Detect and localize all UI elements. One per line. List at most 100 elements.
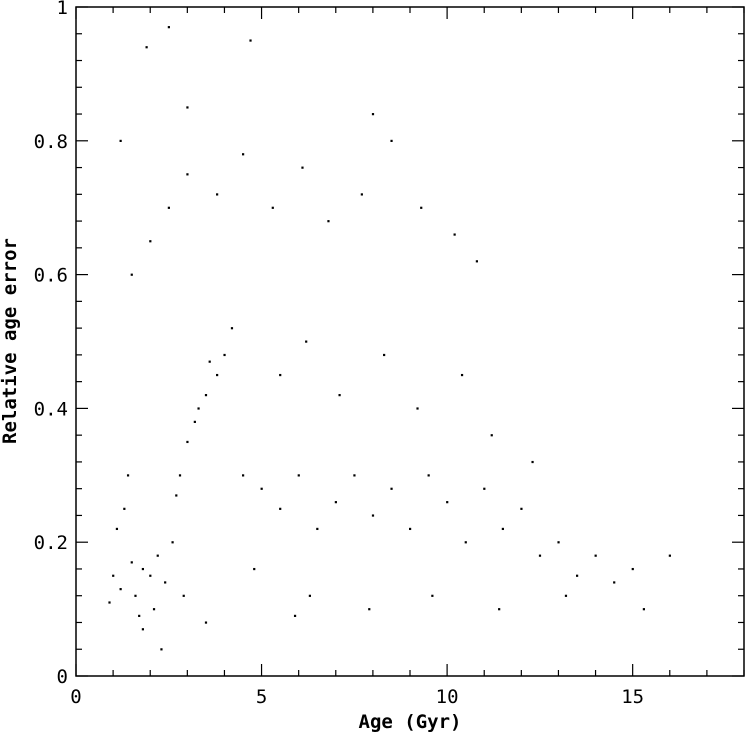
x-tick-label: 5 — [256, 686, 267, 708]
data-point — [409, 527, 412, 531]
data-point — [119, 139, 122, 142]
data-point — [383, 353, 386, 357]
x-axis-label: Age (Gyr) — [359, 711, 462, 733]
data-point — [498, 608, 501, 611]
data-point — [271, 206, 274, 209]
data-point — [152, 608, 156, 611]
data-point — [253, 567, 256, 571]
y-axis-label: Relative age error — [0, 238, 21, 444]
data-point — [175, 494, 178, 497]
data-point — [371, 113, 375, 116]
data-point — [464, 541, 467, 544]
data-point — [416, 407, 419, 410]
y-tick-label: 0.8 — [34, 131, 68, 153]
data-point — [249, 39, 252, 42]
data-point — [293, 614, 297, 617]
data-point — [613, 581, 616, 584]
data-point — [186, 440, 189, 444]
plot-frame — [75, 6, 745, 677]
data-point — [453, 233, 456, 236]
data-point — [353, 474, 356, 477]
data-point — [216, 373, 219, 377]
data-point — [242, 153, 245, 156]
data-point — [631, 567, 634, 571]
y-tick-label: 1 — [57, 0, 68, 19]
data-point — [193, 420, 196, 423]
data-point — [327, 220, 330, 223]
data-point — [182, 594, 185, 597]
y-tick-label: 0.6 — [34, 265, 68, 287]
data-point — [483, 487, 486, 490]
data-point — [279, 373, 282, 377]
data-point — [167, 206, 170, 209]
data-point — [305, 340, 308, 343]
axis-ticks — [75, 6, 745, 677]
data-point — [112, 574, 115, 577]
data-point — [123, 507, 126, 510]
data-point — [531, 460, 534, 464]
data-point — [230, 327, 234, 330]
data-point — [108, 601, 111, 604]
x-tick-label: 0 — [70, 686, 81, 708]
data-point — [260, 487, 263, 490]
data-point — [130, 273, 133, 276]
data-point — [242, 474, 245, 477]
y-tick-label: 0.4 — [34, 398, 68, 420]
data-point — [160, 648, 163, 651]
data-point — [141, 628, 144, 631]
data-point — [368, 608, 371, 611]
data-point — [141, 567, 144, 571]
data-point — [316, 527, 319, 531]
data-point — [208, 360, 211, 363]
data-point — [115, 527, 119, 531]
data-point — [138, 614, 141, 617]
data-point — [178, 474, 182, 477]
data-point — [204, 394, 208, 397]
data-point — [197, 407, 200, 410]
data-point — [420, 206, 423, 209]
data-point — [186, 106, 189, 109]
data-point — [145, 46, 148, 49]
tick-labels: 0 5 10 15 0 0.2 0.4 0.6 0.8 1 — [34, 0, 644, 708]
data-point — [338, 394, 341, 397]
data-point — [297, 474, 300, 477]
data-point — [520, 507, 523, 510]
data-point — [164, 581, 167, 584]
data-point — [149, 574, 152, 577]
data-point — [126, 474, 130, 477]
data-point — [186, 173, 189, 176]
data-point — [216, 193, 219, 196]
data-point — [334, 501, 337, 504]
data-point — [490, 434, 493, 437]
data-point — [204, 621, 208, 624]
data-point — [427, 474, 430, 477]
data-point — [171, 541, 174, 544]
data-point — [149, 240, 152, 243]
data-point — [156, 554, 159, 557]
data-point — [279, 507, 282, 510]
data-point — [668, 554, 671, 557]
data-point — [460, 373, 464, 377]
data-point — [564, 594, 568, 597]
data-point — [475, 260, 478, 263]
data-point — [360, 193, 363, 196]
data-point — [119, 588, 122, 591]
y-tick-label: 0 — [57, 666, 68, 688]
data-point — [308, 594, 311, 597]
data-point — [538, 554, 542, 557]
x-tick-label: 10 — [436, 686, 459, 708]
data-point — [130, 561, 133, 564]
data-points — [108, 26, 671, 651]
data-point — [301, 166, 304, 169]
data-point — [576, 574, 579, 577]
data-point — [594, 554, 597, 557]
data-point — [371, 514, 375, 517]
data-point — [557, 541, 560, 544]
data-point — [446, 501, 449, 504]
data-point — [134, 594, 137, 597]
data-point — [390, 139, 393, 142]
data-point — [501, 527, 504, 531]
data-point — [431, 594, 434, 597]
x-tick-label: 15 — [621, 686, 644, 708]
